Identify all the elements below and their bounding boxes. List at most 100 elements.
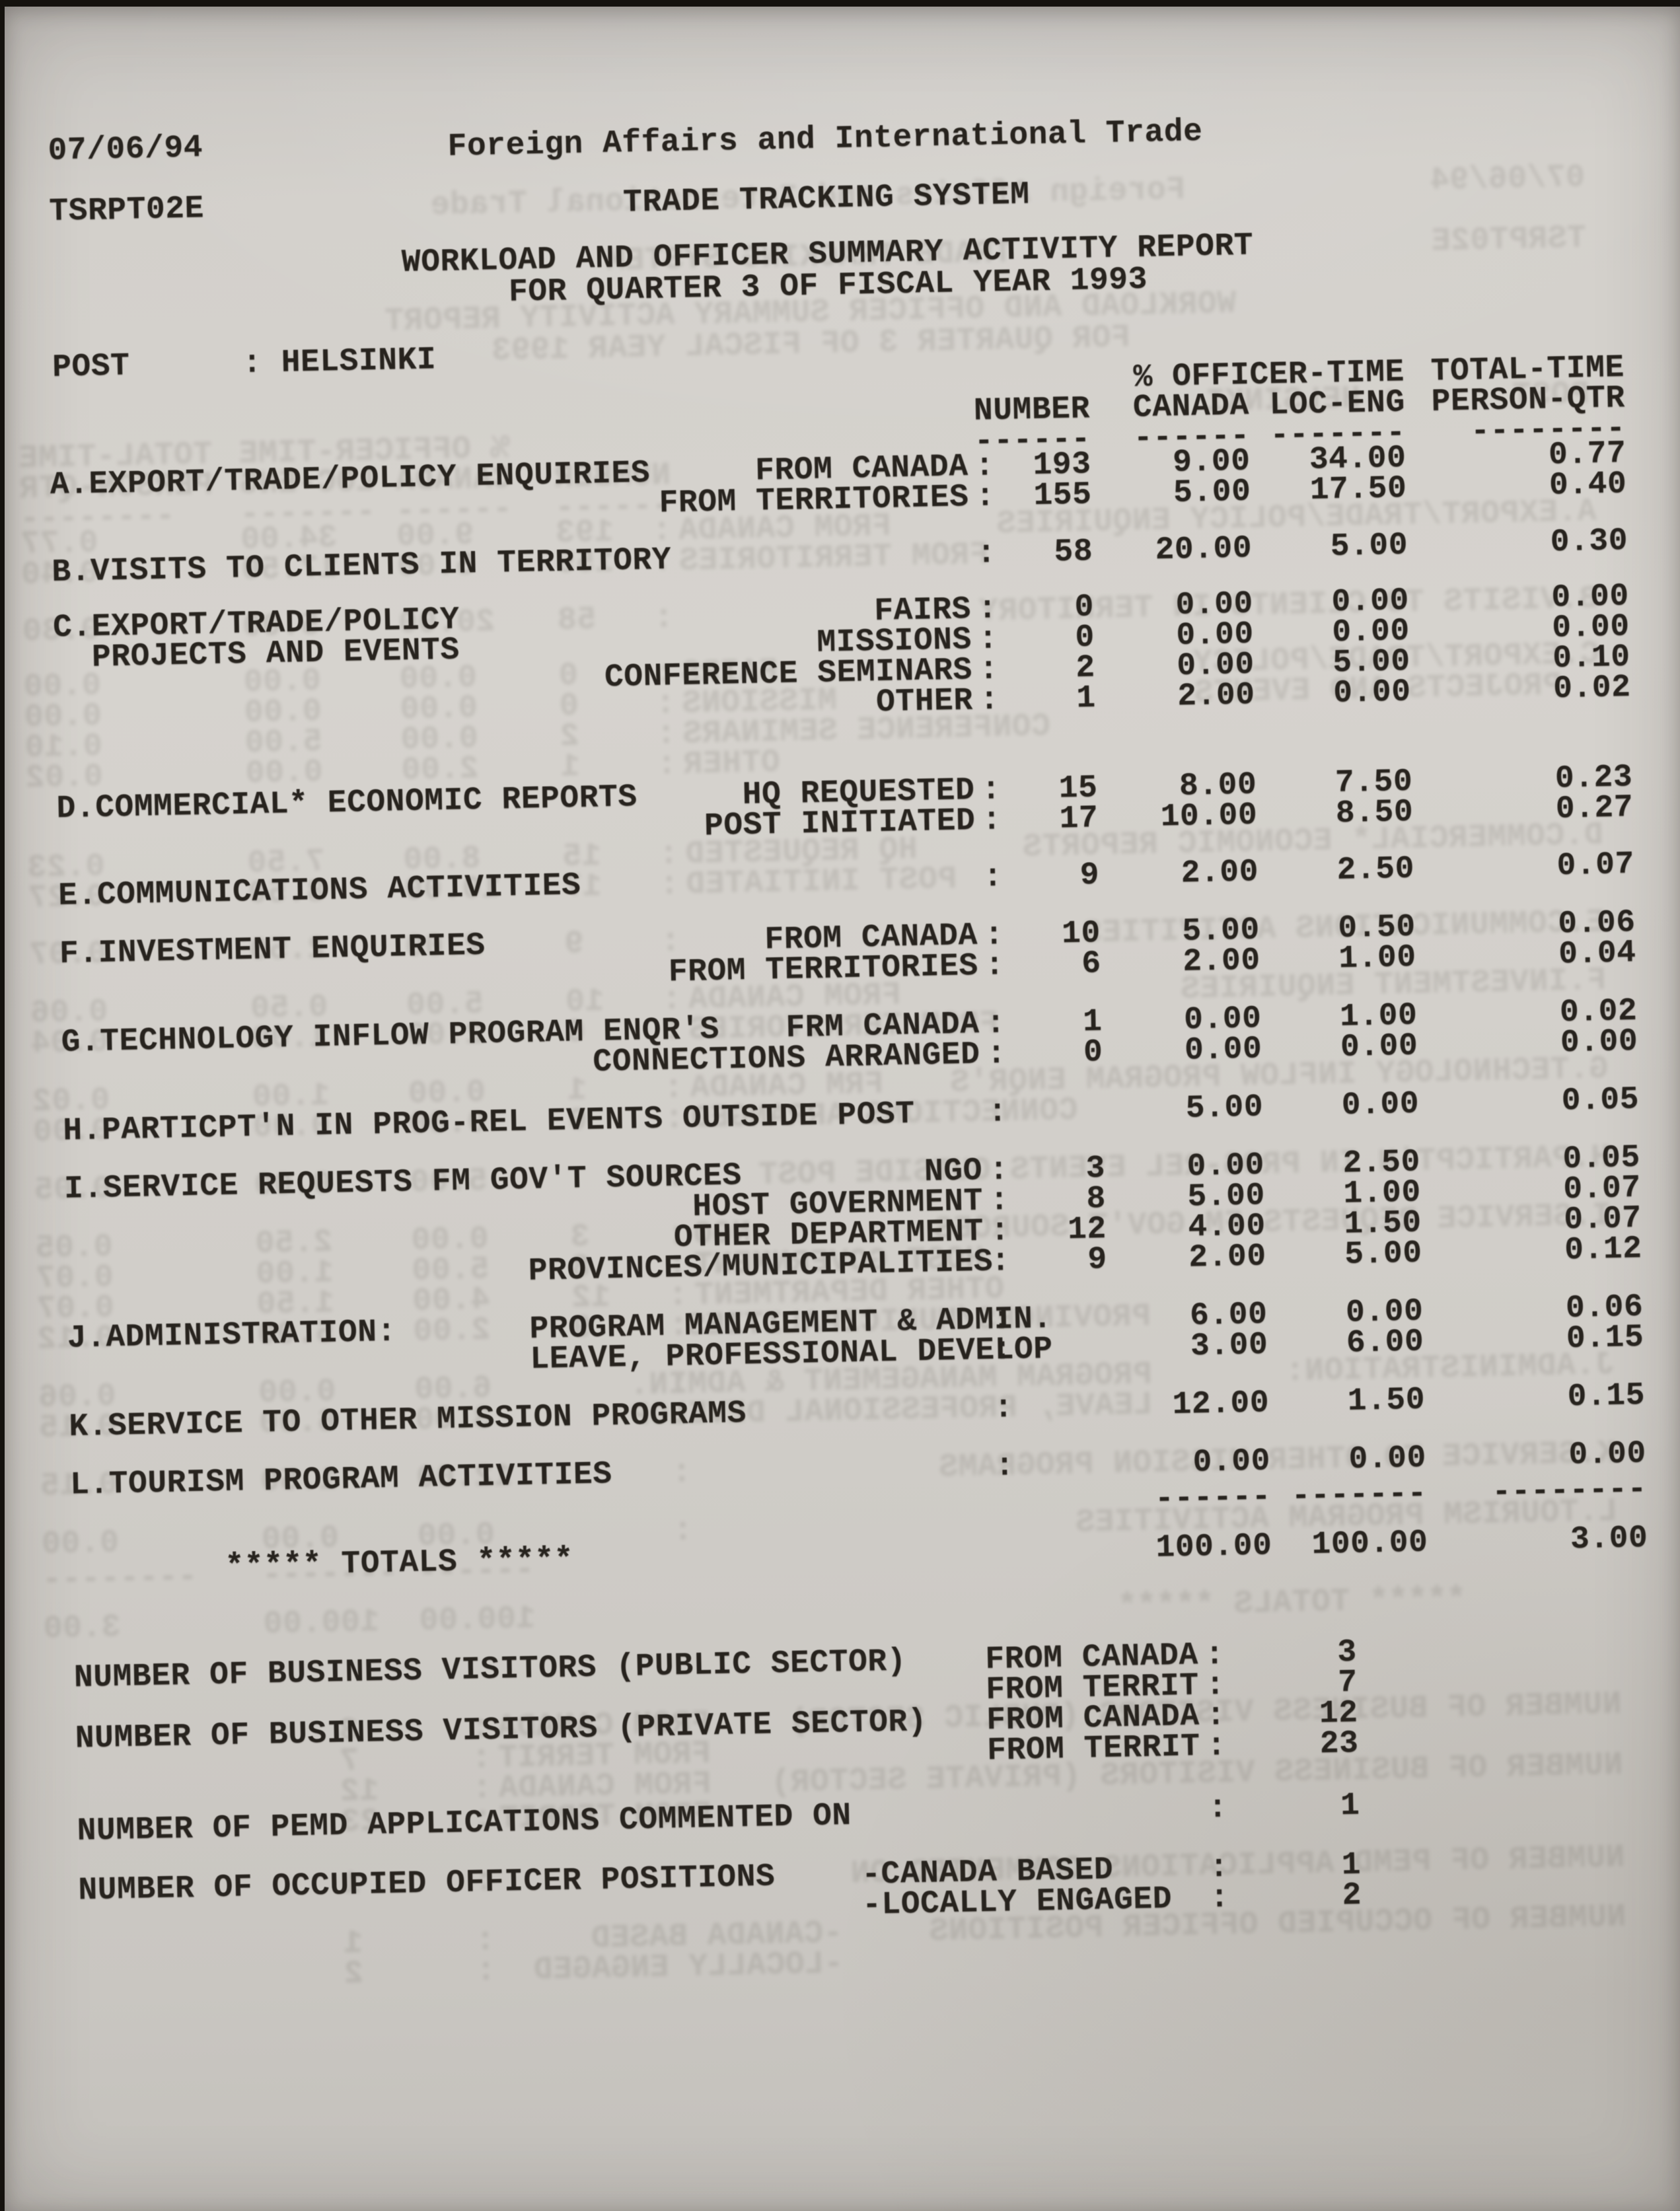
cell-number: 9 xyxy=(1087,1242,1108,1278)
cell-loc-eng: 0.00 xyxy=(1348,1440,1427,1478)
cell-label: E.COMMUNICATIONS ACTIVITIES xyxy=(57,867,581,914)
cell-colon: : xyxy=(982,859,1004,896)
cell-number xyxy=(1019,1333,1109,1365)
cell-colon: : xyxy=(981,772,1002,809)
cell-number xyxy=(1014,1095,1105,1128)
cell-colon: : xyxy=(990,1213,1010,1250)
cell-number: 155 xyxy=(1033,477,1092,514)
totals-loc-eng: 100.00 xyxy=(1311,1525,1428,1563)
table-row-e: E.COMMUNICATIONS ACTIVITIES : 9 2.00 2.5… xyxy=(57,846,1635,914)
summary-label: NUMBER OF PEMD APPLICATIONS COMMENTED ON xyxy=(77,1797,852,1850)
cell-loc-eng: 6.00 xyxy=(1346,1324,1424,1361)
cell-canada: 0.00 xyxy=(1192,1443,1271,1481)
summary-colon: : xyxy=(1206,1728,1227,1765)
cell-colon: : xyxy=(976,536,997,572)
summary-colon: : xyxy=(1209,1880,1230,1917)
cell-sublabel: PROVINCES/MUNICIPALITIES xyxy=(528,1244,994,1289)
summary-sublabel: -LOCALLY ENGAGED xyxy=(861,1881,1173,1924)
cell-loc-eng: 17.50 xyxy=(1309,470,1407,509)
cell-colon: : xyxy=(984,948,1005,984)
post-label: POST xyxy=(52,348,130,386)
cell-sublabel: CONNECTIONS ARRANGED xyxy=(592,1036,980,1081)
cell-canada: 5.00 xyxy=(1173,474,1251,511)
cell-colon: : xyxy=(992,1301,1012,1338)
cell-number: 1 xyxy=(1076,680,1097,717)
cell-number: 58 xyxy=(1054,534,1093,571)
cell-colon: : xyxy=(986,1036,1007,1073)
cell-colon: : xyxy=(978,622,998,658)
paper-sheet: 07/06/94 Foreign Affairs and Internation… xyxy=(5,7,1680,2211)
cell-colon: : xyxy=(990,1243,1011,1280)
cell-canada: 2.00 xyxy=(1188,1239,1267,1276)
summary-colon: : xyxy=(1206,1698,1226,1735)
cell-number: 17 xyxy=(1059,801,1099,838)
cell-colon: : xyxy=(987,1094,1008,1131)
table-row-h: H.PARTICPT'N IN PROG-REL EVENTS OUTSIDE … xyxy=(62,1081,1640,1149)
cell-colon: : xyxy=(992,1332,1013,1369)
cell-person-qtr: 0.02 xyxy=(1552,669,1631,707)
cell-loc-eng: 0.00 xyxy=(1333,674,1412,711)
cell-loc-eng: 1.00 xyxy=(1338,939,1417,977)
summary-value: 1 xyxy=(1340,1788,1360,1825)
cell-loc-eng: 1.50 xyxy=(1347,1382,1426,1420)
post-value: : HELSINKI xyxy=(242,342,437,382)
cell-label: B.VISITS TO CLIENTS IN TERRITORY xyxy=(51,542,672,591)
cell-person-qtr: 0.27 xyxy=(1555,789,1634,828)
separator-canada: ------ xyxy=(1154,1479,1272,1517)
cell-loc-eng: 2.50 xyxy=(1336,851,1415,888)
cell-person-qtr: 0.07 xyxy=(1556,846,1635,885)
cell-colon: : xyxy=(984,918,1004,954)
cell-number: 9 xyxy=(1079,857,1100,894)
cell-colon: : xyxy=(986,1006,1006,1042)
cell-canada: 12.00 xyxy=(1172,1385,1270,1424)
cell-canada: 2.00 xyxy=(1177,677,1256,715)
cell-person-qtr: 0.15 xyxy=(1567,1377,1646,1416)
totals-label: ***** TOTALS ***** xyxy=(225,1542,574,1585)
summary-value: 2 xyxy=(1342,1877,1362,1914)
cell-canada: 20.00 xyxy=(1155,530,1253,569)
cell-label: L.TOURISM PROGRAM ACTIVITIES xyxy=(69,1457,613,1504)
cell-colon: : xyxy=(988,1152,1009,1189)
totals-canada: 100.00 xyxy=(1155,1528,1272,1566)
table-row-k: K.SERVICE TO OTHER MISSION PROGRAMS : 12… xyxy=(68,1377,1646,1445)
cell-label: H.PARTICPT'N IN PROG-REL EVENTS OUTSIDE … xyxy=(62,1096,916,1149)
cell-number: 0 xyxy=(1083,1034,1103,1071)
summary-row-pemd: NUMBER OF PEMD APPLICATIONS COMMENTED ON… xyxy=(77,1788,1360,1850)
cell-loc-eng: 0.00 xyxy=(1341,1086,1420,1124)
totals-row: ***** TOTALS ***** 100.00 100.00 3.00 xyxy=(71,1521,1648,1585)
cell-label: K.SERVICE TO OTHER MISSION PROGRAMS xyxy=(68,1396,747,1445)
cell-person-qtr: 0.05 xyxy=(1561,1081,1640,1120)
cell-colon: : xyxy=(989,1182,1010,1219)
cell-number xyxy=(1018,1303,1109,1335)
cell-number: 6 xyxy=(1081,946,1102,982)
cell-colon: : xyxy=(993,1390,1014,1427)
separator-person-qtr: -------- xyxy=(1491,1471,1648,1511)
cell-canada: 10.00 xyxy=(1160,797,1258,836)
cell-number xyxy=(1021,1449,1111,1482)
cell-canada: 2.00 xyxy=(1182,943,1261,980)
summary-colon: : xyxy=(1205,1667,1225,1704)
cell-person-qtr: 0.40 xyxy=(1549,466,1627,504)
cell-colon: : xyxy=(974,449,995,485)
summary-colon: : xyxy=(1208,1790,1228,1827)
cell-person-qtr: 0.04 xyxy=(1558,935,1637,973)
summary-value: 23 xyxy=(1319,1725,1359,1762)
cell-loc-eng: 5.00 xyxy=(1344,1235,1423,1273)
cell-person-qtr: 0.12 xyxy=(1564,1231,1643,1269)
cell-canada: 0.00 xyxy=(1184,1031,1262,1069)
cell-canada: 5.00 xyxy=(1185,1089,1264,1127)
summary-sublabel xyxy=(838,1794,1202,1831)
cell-person-qtr: 0.00 xyxy=(1568,1435,1647,1474)
summary-sublabel: FROM TERRIT xyxy=(986,1729,1201,1769)
cell-canada: 3.00 xyxy=(1190,1327,1268,1365)
system-name: TRADE TRACKING SYSTEM xyxy=(622,177,1031,221)
department-title: Foreign Affairs and International Trade xyxy=(447,114,1203,165)
separator-loc-eng: ------- xyxy=(1291,1476,1428,1515)
cell-number xyxy=(1020,1391,1111,1424)
summary-colon: : xyxy=(1204,1637,1225,1674)
table-row-b: B.VISITS TO CLIENTS IN TERRITORY : 58 20… xyxy=(51,523,1628,591)
cell-colon: : xyxy=(982,803,1002,839)
cell-canada: 2.00 xyxy=(1181,854,1259,892)
